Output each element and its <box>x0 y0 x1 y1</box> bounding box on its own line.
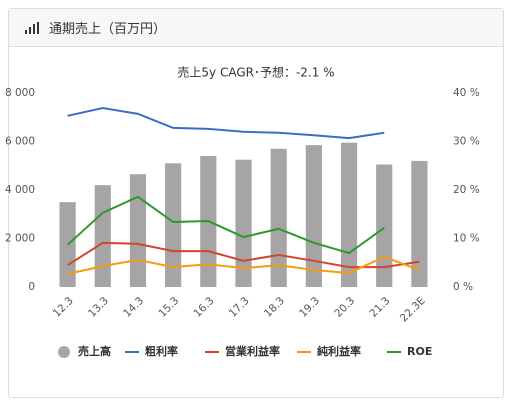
x-tick-label: 19.3 <box>297 295 322 320</box>
y2-tick-label: 10 % <box>453 233 480 245</box>
y2-tick-label: 40 % <box>453 87 480 99</box>
legend-marker <box>58 346 70 358</box>
line <box>66 195 385 255</box>
chart-title: 売上5y CAGR･予想：-2.1 % <box>177 65 334 80</box>
bar <box>165 163 182 287</box>
y-tick-label: 2 000 <box>5 233 35 245</box>
card-header: 通期売上（百万円） <box>9 9 503 47</box>
x-tick-label: 13.3 <box>86 295 111 320</box>
y-tick-label: 6 000 <box>5 136 35 148</box>
y2-tick-label: 20 % <box>453 184 480 196</box>
bar <box>235 159 252 287</box>
legend-label: ROE <box>407 345 432 358</box>
x-tick-label: 15.3 <box>156 295 181 320</box>
x-tick-label: 12.3 <box>51 295 76 320</box>
bar <box>305 145 322 287</box>
x-tick-label: 16.3 <box>192 295 217 320</box>
legend-label: 粗利率 <box>145 344 178 358</box>
x-tick-label: 21.3 <box>367 295 392 320</box>
line <box>67 107 385 140</box>
legend-label: 純利益率 <box>317 344 361 358</box>
line <box>67 255 420 275</box>
card: 通期売上（百万円） <box>8 8 504 398</box>
legend-label: 売上高 <box>78 344 111 358</box>
x-tick-label: 18.3 <box>262 295 287 320</box>
y-tick-label: 0 <box>28 281 35 293</box>
card-title: 通期売上（百万円） <box>49 22 167 37</box>
chart-icon <box>25 21 39 34</box>
x-tick-label: 22.3E <box>398 295 428 325</box>
x-tick-label: 14.3 <box>121 295 146 320</box>
bar <box>94 185 111 287</box>
x-tick-label: 17.3 <box>227 295 252 320</box>
bar <box>376 164 393 287</box>
y-tick-label: 4 000 <box>5 184 35 196</box>
bar <box>270 148 287 287</box>
bar <box>129 174 147 287</box>
y2-tick-label: 30 % <box>453 136 480 148</box>
y-tick-label: 8 000 <box>5 87 35 99</box>
y2-tick-label: 0 % <box>453 281 473 293</box>
legend-label: 営業利益率 <box>225 344 280 358</box>
x-tick-label: 20.3 <box>332 295 357 320</box>
bar <box>411 160 428 287</box>
